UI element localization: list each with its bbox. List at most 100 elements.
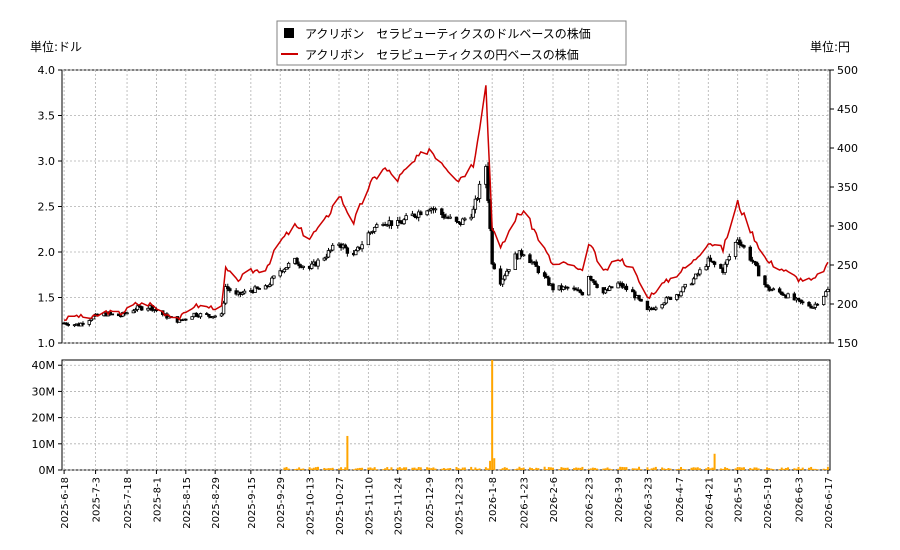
volume-bar bbox=[749, 467, 752, 470]
candle-body bbox=[87, 320, 91, 325]
x-tick-label: 2026-5-5 bbox=[734, 477, 745, 522]
candle-body bbox=[89, 318, 94, 321]
volume-bar bbox=[386, 467, 389, 470]
volume-bar bbox=[375, 469, 378, 470]
candle-body bbox=[433, 208, 438, 211]
candle-body bbox=[706, 257, 710, 267]
candle-body bbox=[345, 247, 350, 254]
volume-bar bbox=[625, 467, 628, 470]
candle-body bbox=[777, 288, 782, 293]
candle-body bbox=[402, 219, 406, 225]
candle-body bbox=[607, 286, 612, 291]
candle-body bbox=[366, 232, 371, 246]
volume-bar bbox=[400, 468, 403, 470]
volume-bar bbox=[403, 467, 406, 470]
volume-bar bbox=[665, 468, 668, 470]
volume-bar bbox=[361, 467, 364, 470]
candle-body bbox=[263, 285, 268, 290]
volume-bar bbox=[822, 468, 825, 470]
candle-body bbox=[477, 183, 482, 199]
volume-bar bbox=[751, 468, 754, 470]
candle-body bbox=[297, 263, 301, 267]
volume-bar bbox=[591, 467, 594, 470]
volume-bar bbox=[787, 467, 790, 470]
volume-bar bbox=[677, 468, 680, 470]
volume-bar bbox=[740, 467, 743, 470]
volume-bar bbox=[419, 467, 422, 470]
volume-bar bbox=[734, 468, 737, 470]
candle-body bbox=[190, 316, 194, 320]
volume-bar bbox=[617, 469, 620, 470]
volume-bar bbox=[390, 467, 393, 470]
volume-bar bbox=[772, 469, 775, 470]
volume-bar bbox=[337, 468, 340, 470]
candle-body bbox=[328, 249, 333, 252]
volume-bar bbox=[587, 469, 590, 470]
left-tick-label: 4.0 bbox=[38, 64, 56, 77]
volume-bar bbox=[535, 467, 538, 470]
volume-bar bbox=[782, 468, 785, 470]
volume-bars bbox=[283, 360, 829, 470]
volume-bar bbox=[596, 468, 599, 470]
volume-bar bbox=[285, 466, 288, 470]
volume-bar bbox=[327, 468, 330, 470]
volume-bar bbox=[742, 467, 745, 470]
candle-body bbox=[708, 257, 713, 262]
volume-bar bbox=[669, 468, 672, 470]
candle-body bbox=[662, 302, 666, 306]
volume-bar bbox=[667, 468, 670, 470]
candle-body bbox=[748, 246, 752, 261]
volume-bar bbox=[814, 468, 817, 470]
candle-body bbox=[295, 257, 299, 265]
x-tick-label: 2026-3-9 bbox=[614, 477, 625, 522]
volume-bar bbox=[564, 467, 567, 470]
candle-body bbox=[742, 245, 746, 248]
volume-bar bbox=[293, 469, 296, 470]
x-tick-label: 2025-8-1 bbox=[152, 477, 163, 522]
volume-bar bbox=[314, 467, 317, 470]
candle-body bbox=[463, 218, 467, 221]
x-tick-label: 2026-4-7 bbox=[675, 477, 686, 522]
volume-bar bbox=[457, 468, 460, 470]
legend-usd-label: アクリボン セラピューティクスのドルベースの株価 bbox=[305, 26, 591, 41]
candle-body bbox=[412, 213, 417, 218]
volume-bar bbox=[486, 468, 489, 470]
candle-body bbox=[310, 263, 314, 269]
candle-body bbox=[270, 277, 274, 286]
left-tick-label: 2.5 bbox=[38, 201, 56, 214]
volume-bar bbox=[638, 466, 641, 470]
candle-body bbox=[282, 268, 287, 273]
legend: アクリボン セラピューティクスのドルベースの株価 アクリボン セラピューティクス… bbox=[276, 20, 627, 66]
volume-bar bbox=[680, 466, 683, 470]
volume-bar bbox=[472, 469, 475, 470]
volume-bar bbox=[405, 467, 408, 470]
volume-y-axis: 0M 10M 20M 30M 40M bbox=[32, 359, 62, 477]
candle-body bbox=[723, 263, 727, 273]
volume-bar bbox=[398, 467, 401, 470]
volume-bar bbox=[719, 468, 722, 470]
volume-bar bbox=[579, 467, 582, 470]
volume-bar bbox=[489, 460, 492, 470]
candle-body bbox=[146, 307, 150, 311]
candle-body bbox=[801, 301, 805, 304]
candle-body bbox=[223, 286, 228, 304]
volume-bar bbox=[533, 469, 536, 470]
candle-body bbox=[660, 304, 664, 309]
candle-body bbox=[194, 312, 198, 317]
volume-bar bbox=[358, 467, 361, 470]
volume-bar bbox=[690, 467, 693, 470]
volume-bar bbox=[784, 467, 787, 470]
x-tick-label: 2026-4-21 bbox=[704, 477, 715, 529]
volume-bar bbox=[608, 468, 611, 470]
volume-bar bbox=[808, 467, 811, 470]
volume-bar bbox=[675, 469, 678, 470]
volume-bar bbox=[396, 467, 399, 470]
candle-body bbox=[756, 265, 761, 277]
x-tick-label: 2026-6-3 bbox=[795, 477, 806, 522]
candle-body bbox=[645, 300, 650, 311]
candle-body bbox=[498, 268, 503, 285]
candle-body bbox=[683, 283, 687, 288]
volume-bar bbox=[577, 467, 580, 470]
volume-bar bbox=[296, 468, 299, 470]
